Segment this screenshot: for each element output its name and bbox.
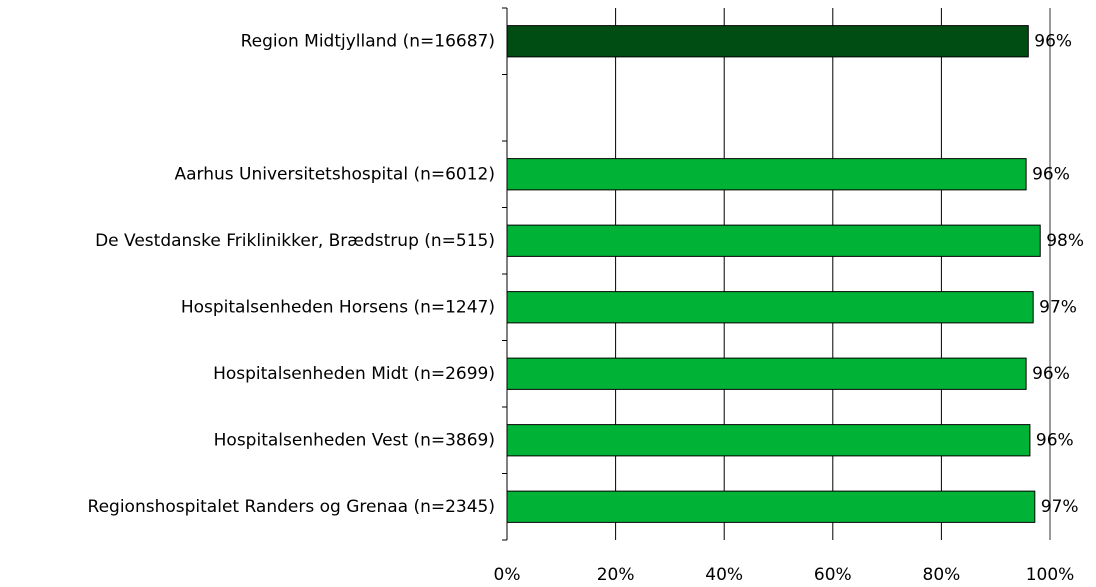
bar — [506, 291, 1034, 324]
x-tick-label: 20% — [597, 565, 635, 585]
value-label: 98% — [1046, 231, 1084, 251]
bar — [506, 490, 1036, 523]
y-tick-label: De Vestdanske Friklinikker, Brædstrup (n… — [95, 231, 495, 251]
x-tick-label: 100% — [1026, 565, 1075, 585]
bar — [506, 25, 1029, 58]
bar — [506, 357, 1027, 390]
y-tick-label: Hospitalsenheden Vest (n=3869) — [214, 430, 495, 450]
x-tick-label: 80% — [923, 565, 961, 585]
bar — [506, 224, 1041, 257]
bar — [506, 424, 1031, 457]
value-label: 96% — [1036, 430, 1074, 450]
value-label: 96% — [1034, 31, 1072, 51]
y-tick-label: Region Midtjylland (n=16687) — [241, 31, 495, 51]
bar — [506, 158, 1027, 191]
value-label: 96% — [1032, 364, 1070, 384]
value-label: 97% — [1039, 297, 1077, 317]
x-tick-label: 0% — [494, 565, 521, 585]
x-tick-label: 40% — [705, 565, 743, 585]
y-tick-label: Regionshospitalet Randers og Grenaa (n=2… — [88, 497, 495, 517]
y-tick-label: Aarhus Universitetshospital (n=6012) — [174, 164, 495, 184]
value-label: 97% — [1041, 497, 1079, 517]
x-tick-label: 60% — [814, 565, 852, 585]
y-tick-label: Hospitalsenheden Horsens (n=1247) — [181, 297, 495, 317]
value-label: 96% — [1032, 164, 1070, 184]
y-tick-label: Hospitalsenheden Midt (n=2699) — [213, 364, 495, 384]
